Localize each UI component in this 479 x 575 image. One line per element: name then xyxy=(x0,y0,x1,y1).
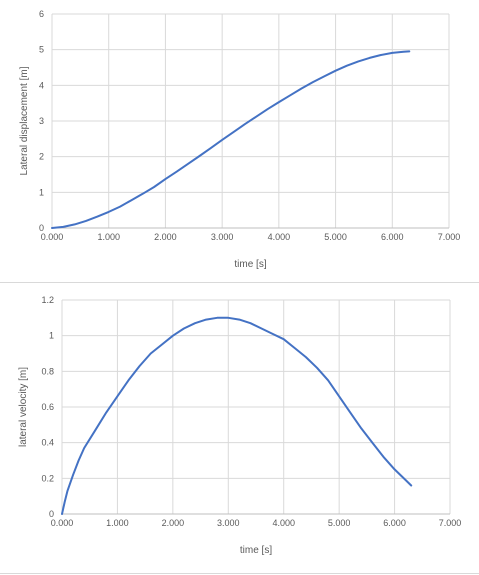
y-tick-label: 1 xyxy=(49,331,54,341)
y-axis-title: lateral velocity [m] xyxy=(18,367,29,447)
y-tick-label: 5 xyxy=(39,45,44,55)
y-tick-label: 3 xyxy=(39,116,44,126)
chart-2: 0.000 1.000 2.000 3.000 4.000 5.000 6.000 7.000… xyxy=(18,295,461,556)
series-line-1 xyxy=(51,50,411,229)
y-tick-label: 4 xyxy=(39,80,44,90)
x-tick-label: 5.000 xyxy=(324,232,347,242)
y-tick-label: 0 xyxy=(39,223,44,233)
y-tick-label: 0.6 xyxy=(41,402,54,412)
x-tick-label: 4.000 xyxy=(268,232,291,242)
y-tick-label: 0.8 xyxy=(41,366,54,376)
y-tick-label: 1.2 xyxy=(41,295,54,305)
series-line-1 xyxy=(61,316,413,515)
x-axis-title: time [s] xyxy=(234,259,266,270)
x-tick-label: 0.000 xyxy=(41,232,64,242)
chart-divider xyxy=(0,282,479,283)
y-tick-label: 0.2 xyxy=(41,473,54,483)
x-tick-label: 1.000 xyxy=(97,232,120,242)
chart-divider-bottom xyxy=(0,573,479,574)
x-tick-label: 2.000 xyxy=(154,232,177,242)
x-tick-label: 3.000 xyxy=(217,518,240,528)
chart-1: 0.000 1.000 2.000 3.000 4.000 5.000 6.000 7.000… xyxy=(19,9,460,270)
x-tick-label: 0.000 xyxy=(51,518,74,528)
x-tick-label: 5.000 xyxy=(328,518,351,528)
y-tick-label: 1 xyxy=(39,187,44,197)
y-axis-title: Lateral displacement [m] xyxy=(19,66,30,175)
x-tick-label: 6.000 xyxy=(383,518,406,528)
x-tick-label: 7.000 xyxy=(439,518,462,528)
x-axis-title: time [s] xyxy=(240,545,272,556)
x-tick-label: 1.000 xyxy=(106,518,129,528)
y-tick-label: 6 xyxy=(39,9,44,19)
x-tick-label: 2.000 xyxy=(162,518,185,528)
y-tick-label: 0 xyxy=(49,509,54,519)
x-tick-label: 4.000 xyxy=(272,518,295,528)
y-tick-label: 0.4 xyxy=(41,438,54,448)
x-tick-label: 7.000 xyxy=(438,232,461,242)
x-tick-label: 3.000 xyxy=(211,232,234,242)
y-tick-label: 2 xyxy=(39,152,44,162)
x-tick-label: 6.000 xyxy=(381,232,404,242)
